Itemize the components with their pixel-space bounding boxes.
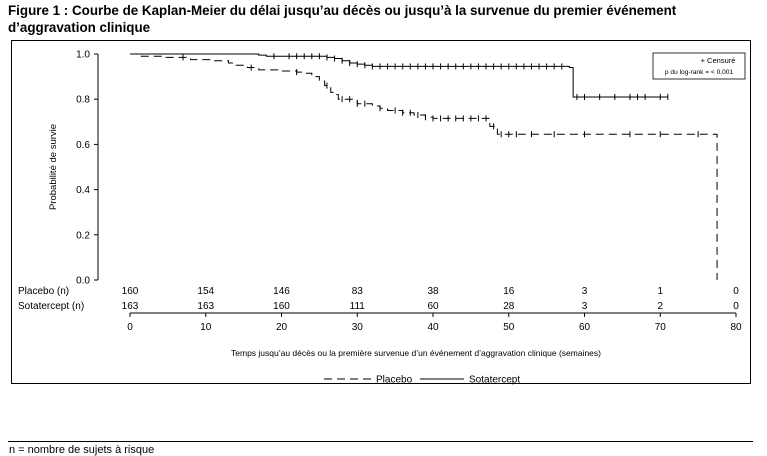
y-tick-label: 0.0 — [76, 276, 90, 287]
y-axis-label: Probabilité de survie — [48, 124, 59, 210]
at-risk-count: 146 — [273, 286, 290, 297]
x-tick-label: 50 — [503, 322, 515, 333]
at-risk-count: 3 — [582, 301, 588, 312]
at-risk-count: 3 — [582, 286, 588, 297]
x-tick-label: 70 — [655, 322, 667, 333]
x-tick-label: 60 — [579, 322, 591, 333]
at-risk-row-label: Sotatercept (n) — [18, 301, 84, 312]
footnote: n = nombre de sujets à risque — [9, 444, 155, 456]
survival-curve-placebo — [130, 53, 718, 280]
x-tick-label: 40 — [427, 322, 439, 333]
x-tick-label: 20 — [276, 322, 288, 333]
x-axis-label: Temps jusqu’au décès ou la première surv… — [231, 348, 601, 358]
chart-frame: 0.0 0.2 0.4 0.6 0.8 1.0 Probabilité de survie 0… — [11, 40, 751, 386]
at-risk-count: 154 — [197, 286, 214, 297]
survival-curve-sotatercept — [130, 53, 668, 98]
at-risk-count: 16 — [503, 286, 515, 297]
y-tick-label: 0.6 — [76, 140, 90, 151]
at-risk-count: 60 — [427, 301, 439, 312]
y-tick-label: 1.0 — [76, 50, 90, 61]
at-risk-count: 160 — [122, 286, 139, 297]
at-risk-count: 0 — [733, 301, 739, 312]
footnote-rule — [8, 441, 753, 442]
y-tick-label: 0.8 — [76, 95, 90, 106]
legend-label-sotatercept: Sotatercept — [469, 375, 520, 386]
at-risk-count: 0 — [733, 286, 739, 297]
at-risk-count: 160 — [273, 301, 290, 312]
at-risk-count: 28 — [503, 301, 515, 312]
x-tick-label: 0 — [127, 322, 133, 333]
x-tick-label: 80 — [730, 322, 742, 333]
y-tick-label: 0.4 — [76, 185, 90, 196]
at-risk-count: 1 — [657, 286, 663, 297]
at-risk-row-label: Placebo (n) — [18, 286, 69, 297]
p-value-note: p du log-rank = < 0,001 — [665, 69, 734, 76]
figure-title: Figure 1 : Courbe de Kaplan-Meier du dél… — [8, 3, 677, 35]
x-tick-label: 30 — [352, 322, 364, 333]
kaplan-meier-chart: 0.0 0.2 0.4 0.6 0.8 1.0 Probabilité de survie 0… — [18, 50, 746, 386]
censored-note: + Censuré — [701, 56, 736, 65]
at-risk-count: 163 — [122, 301, 139, 312]
legend-box — [652, 52, 746, 80]
at-risk-count: 111 — [350, 301, 366, 312]
at-risk-count: 38 — [427, 286, 439, 297]
x-tick-label: 10 — [200, 322, 212, 333]
legend-label-placebo: Placebo — [376, 375, 413, 386]
at-risk-count: 163 — [197, 301, 214, 312]
at-risk-count: 2 — [657, 301, 663, 312]
y-tick-label: 0.2 — [76, 230, 90, 241]
at-risk-count: 83 — [352, 286, 364, 297]
